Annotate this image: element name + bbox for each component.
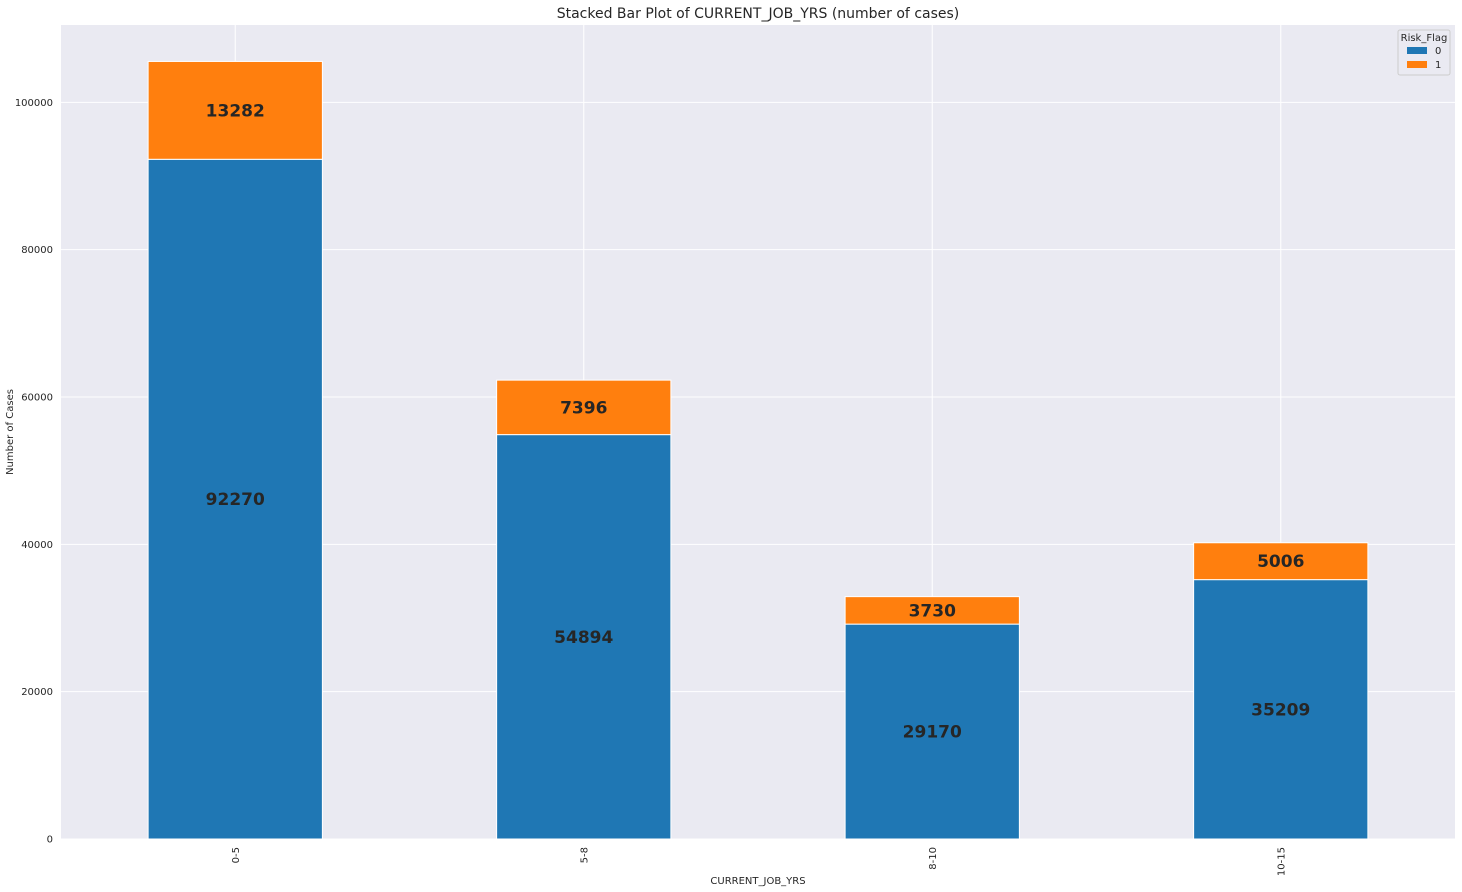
bar-series-1	[496, 379, 672, 436]
bar-series-1	[1193, 542, 1369, 581]
data-label-series-1: 13282	[206, 101, 265, 121]
data-label-series-0: 35209	[1251, 700, 1310, 720]
bar-series-0	[147, 158, 323, 840]
y-tick-label: 0	[47, 835, 53, 846]
y-axis-ticks: 0 20000 40000 60000 80000 100000	[15, 98, 53, 846]
chart-title: Stacked Bar Plot of CURRENT_JOB_YRS (num…	[557, 6, 960, 22]
legend-label-1: 1	[1435, 60, 1441, 71]
y-axis-label: Number of Cases	[5, 389, 16, 475]
data-label-series-0: 92270	[206, 490, 265, 510]
bar-series-0	[496, 434, 672, 840]
legend: Risk_Flag 0 1	[1397, 29, 1451, 76]
bar-series-1	[844, 596, 1020, 625]
x-tick-label: 0-5	[231, 847, 242, 863]
y-tick-label: 60000	[21, 393, 53, 404]
bars	[147, 60, 1369, 840]
data-label-series-1: 7396	[560, 398, 607, 418]
bar-labels: 92270 13282 54894 7396 29170 3730 35209 5006	[206, 101, 1311, 742]
legend-label-0: 0	[1435, 46, 1441, 57]
data-label-series-0: 54894	[554, 628, 613, 648]
bar-series-0	[844, 623, 1020, 840]
y-tick-label: 20000	[21, 687, 53, 698]
legend-swatch-1	[1407, 61, 1427, 68]
legend-title: Risk_Flag	[1401, 33, 1448, 44]
data-label-series-1: 5006	[1257, 552, 1304, 572]
y-tick-label: 40000	[21, 540, 53, 551]
x-axis-label: CURRENT_JOB_YRS	[710, 876, 805, 887]
x-tick-label: 5-8	[579, 847, 590, 863]
legend-swatch-0	[1407, 47, 1427, 54]
x-tick-label: 8-10	[928, 847, 939, 870]
x-axis-ticks: 0-5 5-8 8-10 10-15	[231, 847, 1288, 876]
y-tick-label: 100000	[15, 98, 53, 109]
bar-series-0	[1193, 579, 1369, 840]
bar-series-1	[147, 60, 323, 160]
data-label-series-1: 3730	[909, 601, 956, 621]
y-tick-label: 80000	[21, 245, 53, 256]
x-tick-label: 10-15	[1276, 847, 1287, 876]
data-label-series-0: 29170	[903, 723, 962, 743]
